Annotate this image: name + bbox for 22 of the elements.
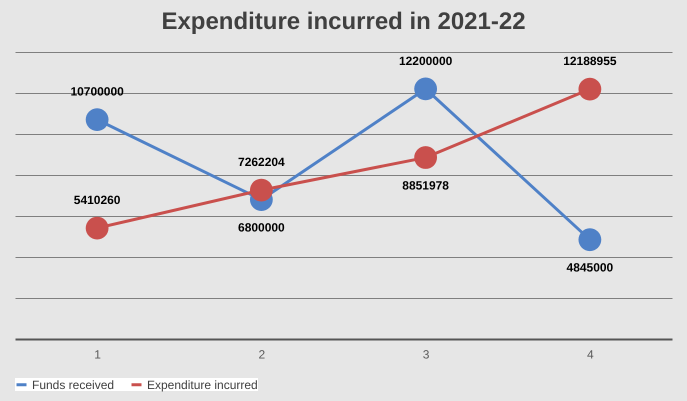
legend-label: Expenditure incurred [147,378,258,392]
data-label: 8851978 [402,178,450,193]
point [578,228,602,252]
x-tick-label: 3 [422,348,430,362]
legend-label: Funds received [32,378,114,392]
data-label: 4845000 [566,260,614,275]
data-label: 7262204 [238,155,286,170]
chart-title: Expenditure incurred in 2021-22 [161,8,526,35]
point [86,108,109,132]
point [414,78,438,100]
point [578,78,602,101]
data-label: 6800000 [238,220,286,235]
point [86,216,109,240]
x-tick-label: 2 [258,348,266,362]
data-label: 10700000 [70,84,124,99]
point [414,146,438,169]
point [250,178,273,202]
data-label: 12200000 [398,54,453,68]
x-tick-label: 4 [587,348,594,362]
data-label: 5410260 [74,193,121,208]
x-tick-label: 1 [94,348,102,362]
data-label: 12188955 [563,54,617,68]
